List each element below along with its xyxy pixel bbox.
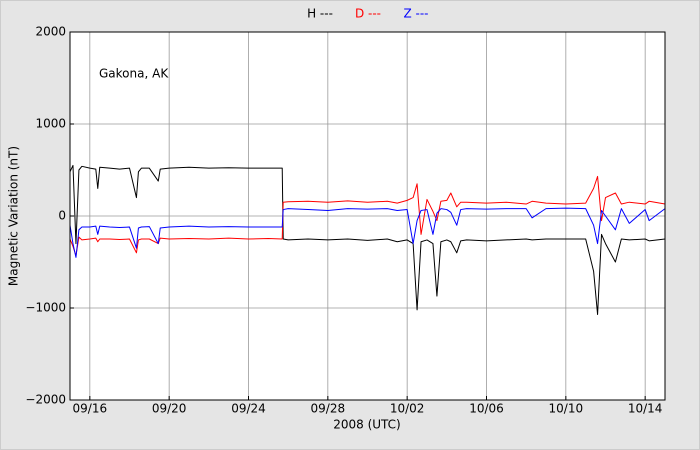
legend-entry: Z --- (403, 7, 428, 21)
x-axis-label: 2008 (UTC) (333, 418, 401, 432)
x-tick-label: 10/14 (628, 402, 663, 416)
legend-entry: D --- (355, 7, 381, 21)
y-tick-label: 1000 (35, 117, 66, 131)
y-tick-label: 0 (58, 209, 66, 223)
x-tick-label: 09/24 (231, 402, 266, 416)
y-tick-label: 2000 (35, 25, 66, 39)
x-tick-label: 09/16 (73, 402, 108, 416)
y-tick-label: −2000 (25, 393, 66, 407)
legend-entry: H --- (307, 7, 333, 21)
x-tick-label: 10/06 (469, 402, 504, 416)
x-tick-label: 10/10 (549, 402, 584, 416)
lines (69, 164, 666, 315)
series-line (69, 175, 666, 257)
x-tick-label: 09/20 (152, 402, 187, 416)
series-line (69, 164, 666, 315)
x-tick-label: 09/28 (311, 402, 346, 416)
series-line (69, 207, 666, 258)
grid (70, 31, 665, 401)
legend: H --- D --- Z --- (307, 7, 428, 21)
x-tick-label: 10/02 (390, 402, 425, 416)
y-axis-label: Magnetic Variation (nT) (7, 146, 21, 286)
annotation: Gakona, AK (99, 67, 169, 81)
y-tick-label: −1000 (25, 301, 66, 315)
